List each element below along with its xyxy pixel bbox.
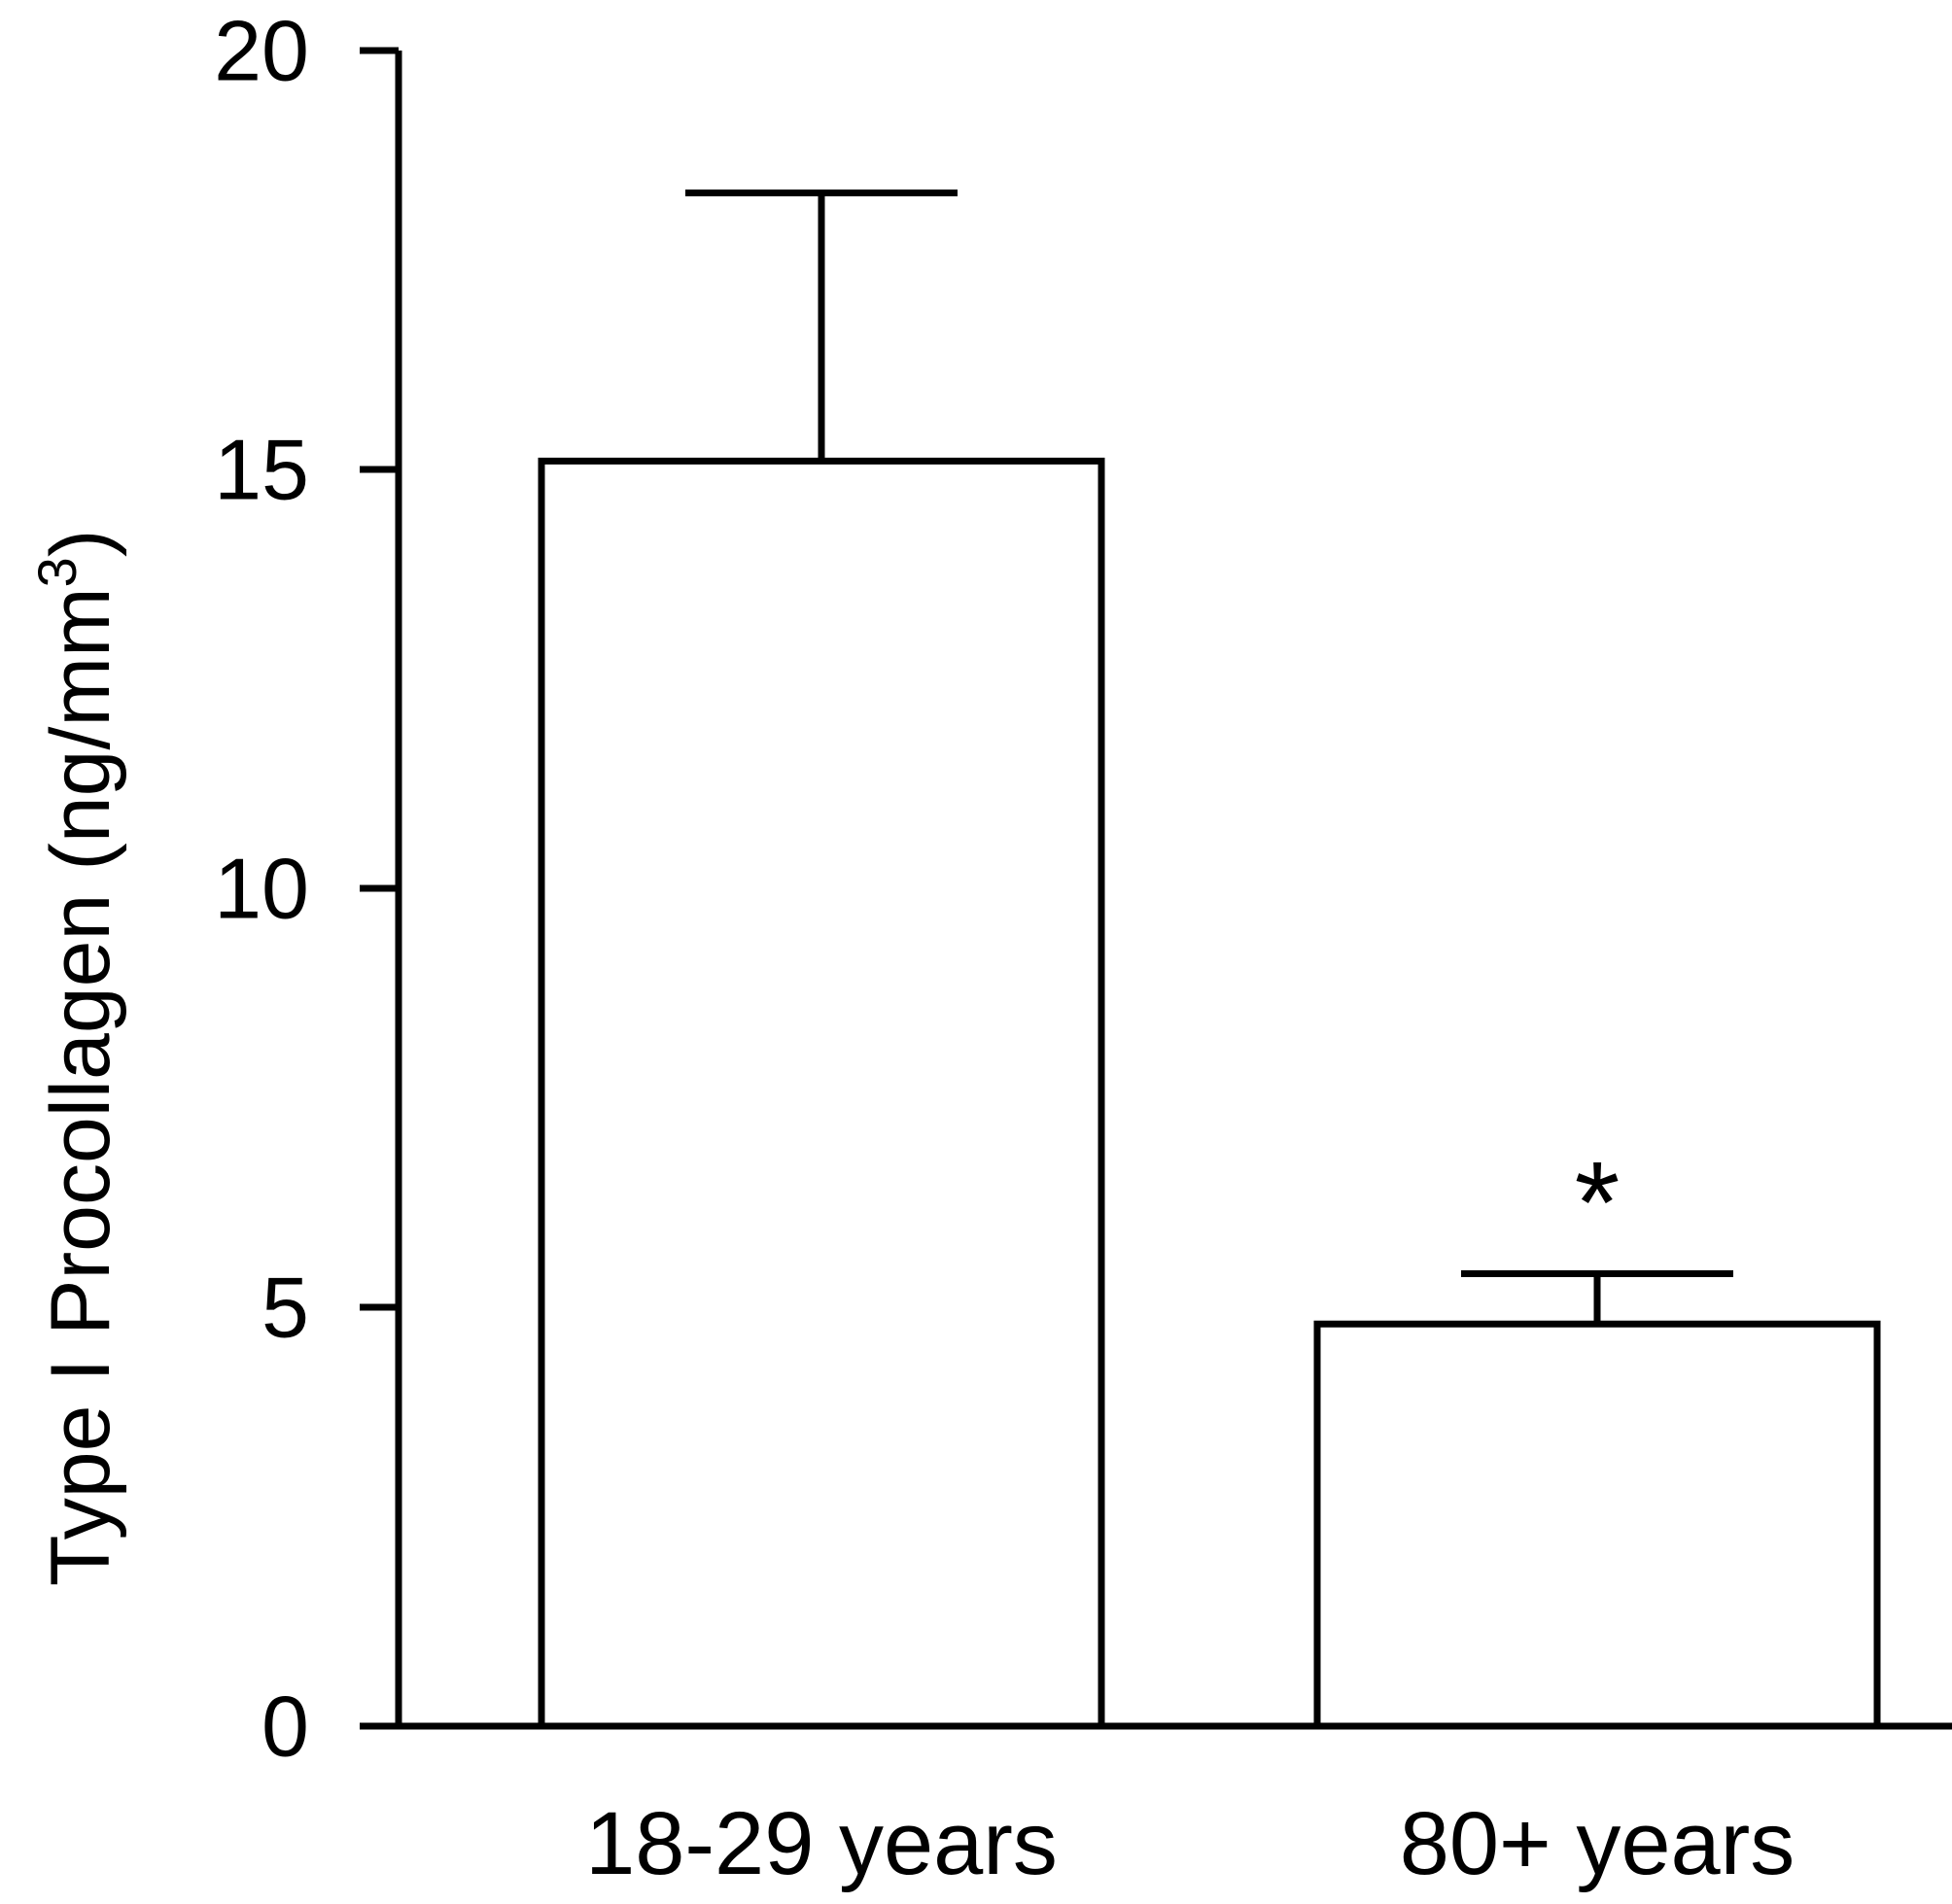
category-labels: 18-29 years 80+ years: [585, 1794, 1795, 1893]
y-axis-label-close: ): [34, 530, 127, 558]
y-tick-label: 20: [214, 3, 309, 99]
y-tick-label: 0: [261, 1679, 309, 1775]
y-axis-label-text: Type I Procollagen (ng/mm: [34, 587, 127, 1586]
y-tick-label: 10: [214, 841, 309, 937]
error-bars: [685, 190, 1733, 1325]
y-axis-label-superscript: 3: [26, 557, 87, 587]
x-category-label: 80+ years: [1400, 1794, 1795, 1893]
significance-annotations: *: [1575, 1138, 1621, 1268]
y-axis-label: Type I Procollagen (ng/mm3): [26, 530, 127, 1586]
bar: [1313, 1320, 1881, 1730]
y-tick-label: 5: [261, 1260, 309, 1356]
y-tick-label: 15: [214, 422, 309, 518]
bars: [538, 457, 1881, 1730]
y-ticks: 0 5 10 15 20: [214, 3, 399, 1775]
x-category-label: 18-29 years: [585, 1794, 1058, 1893]
significance-asterisk: *: [1575, 1138, 1621, 1268]
bar: [538, 457, 1105, 1730]
